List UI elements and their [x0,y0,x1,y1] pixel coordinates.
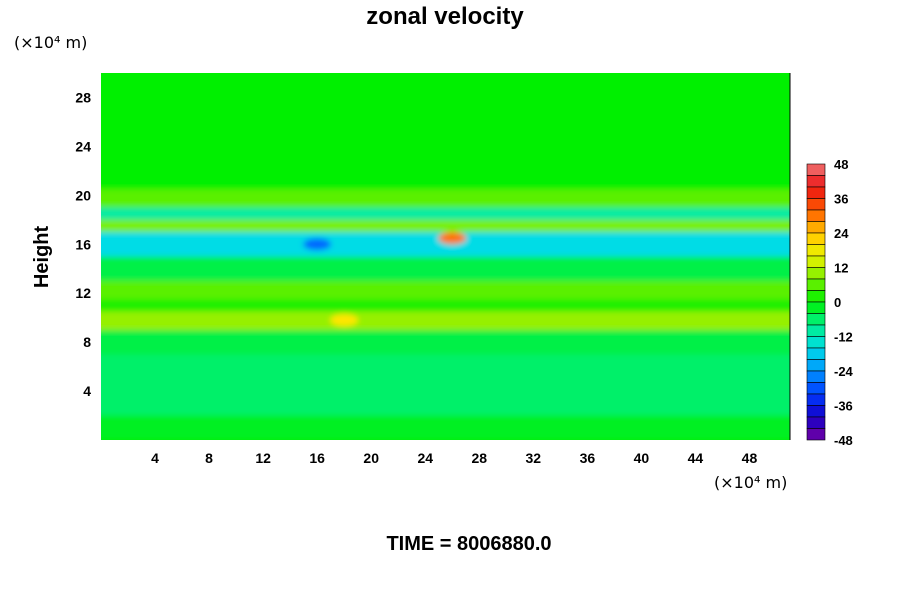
y-tick-label: 8 [83,334,91,350]
colorbar-segment [806,175,826,188]
colorbar-segment [806,370,826,383]
x-axis-ticks: 4 8 12 16 20 24 28 32 36 40 44 48 [151,450,757,466]
y-tick-label: 12 [75,285,91,301]
chart-title: zonal velocity [366,3,524,30]
heatmap-feature [303,238,332,251]
colorbar-tick-label: 12 [834,261,848,276]
x-tick-label: 24 [417,450,433,466]
y-axis-label: Height [31,226,53,289]
y-tick-label: 24 [75,138,91,154]
heatmap-feature [438,232,467,245]
heatmap-feature [330,314,359,327]
y-tick-label: 16 [75,236,91,252]
colorbar-tick-labels: 48 36 24 12 0 -12 -24 -36 -48 [834,157,854,448]
colorbar-tick-label: -36 [834,399,853,414]
x-tick-label: 32 [526,450,542,466]
heatmap-band [101,311,790,330]
colorbar-segment [806,278,826,291]
colorbar-segment [806,416,826,429]
colorbar-segment [806,324,826,337]
x-tick-label: 36 [580,450,596,466]
colorbar-segment [806,313,826,326]
heatmap-band [101,280,790,300]
y-axis-unit: (×10⁴ m) [14,33,87,52]
heatmap-band [101,207,790,220]
colorbar-segment [806,359,826,372]
x-tick-label: 44 [688,450,704,466]
heatmap-band [101,354,790,416]
colorbar-segment [806,382,826,395]
colorbar-tick-label: -12 [834,330,853,345]
heatmap-band [101,189,790,208]
colorbar-segment [806,163,826,176]
colorbar-segment [806,347,826,360]
colorbar-segment [806,244,826,257]
y-tick-label: 20 [75,187,91,203]
colorbar-segment [806,336,826,349]
colorbar-segment [806,393,826,406]
colorbar-segment [806,232,826,245]
x-axis-unit: (×10⁴ m) [714,473,787,492]
heatmap-plot-area [101,73,791,440]
heatmap-band [101,329,790,355]
x-tick-label: 48 [742,450,758,466]
x-tick-label: 20 [363,450,379,466]
y-axis-ticks: 4 8 12 16 20 24 28 [75,89,91,399]
colorbar [806,163,826,441]
colorbar-segment [806,267,826,280]
colorbar-tick-label: 36 [834,192,848,207]
colorbar-segment [806,198,826,211]
y-tick-label: 4 [83,383,91,399]
x-tick-label: 28 [471,450,487,466]
x-tick-label: 40 [634,450,650,466]
colorbar-segment [806,209,826,222]
heatmap-band [101,415,790,440]
colorbar-segment [806,221,826,234]
colorbar-segment [806,290,826,303]
x-tick-label: 16 [309,450,325,466]
colorbar-segment [806,255,826,268]
colorbar-tick-label: -24 [834,364,854,379]
time-label: TIME = 8006880.0 [386,533,551,555]
colorbar-segment [806,428,826,441]
colorbar-tick-label: 48 [834,157,848,172]
x-tick-label: 12 [255,450,271,466]
colorbar-segment [806,186,826,199]
heatmap-band [101,299,790,312]
colorbar-tick-label: -48 [834,433,853,448]
x-tick-label: 8 [205,450,213,466]
colorbar-segment [806,405,826,418]
x-tick-label: 4 [151,450,159,466]
colorbar-segment [806,301,826,314]
heatmap-band [101,219,790,233]
heatmap-band [101,73,790,190]
colorbar-tick-label: 24 [834,226,849,241]
colorbar-tick-label: 0 [834,295,841,310]
y-tick-label: 28 [75,89,91,105]
heatmap-band [101,256,790,281]
